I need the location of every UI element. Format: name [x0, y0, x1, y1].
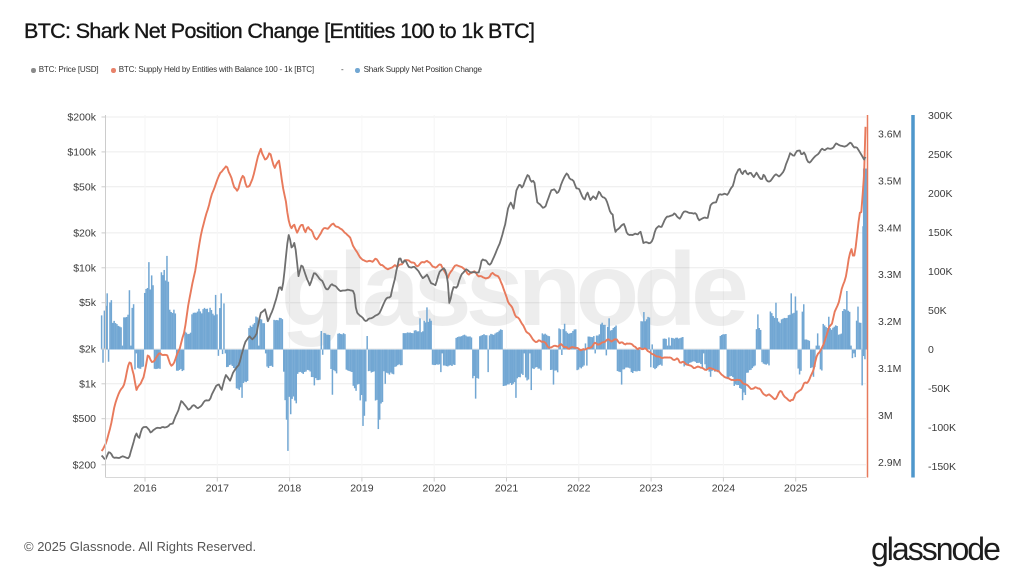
- svg-text:glassnode: glassnode: [281, 232, 746, 348]
- svg-text:$20k: $20k: [73, 227, 97, 239]
- svg-text:2016: 2016: [133, 483, 157, 495]
- svg-text:-150K: -150K: [928, 461, 956, 473]
- svg-text:-100K: -100K: [928, 422, 956, 434]
- svg-text:2020: 2020: [423, 483, 447, 495]
- svg-text:$200: $200: [73, 459, 97, 471]
- svg-text:3.5M: 3.5M: [878, 175, 901, 187]
- svg-text:3.1M: 3.1M: [878, 363, 901, 375]
- svg-text:3.4M: 3.4M: [878, 222, 901, 234]
- svg-text:300K: 300K: [928, 110, 953, 122]
- svg-text:2025: 2025: [784, 483, 808, 495]
- svg-text:2019: 2019: [350, 483, 374, 495]
- svg-text:150K: 150K: [928, 227, 953, 239]
- svg-text:2024: 2024: [712, 483, 736, 495]
- svg-text:0: 0: [928, 344, 934, 356]
- svg-text:$1k: $1k: [79, 378, 97, 390]
- svg-text:3M: 3M: [878, 410, 893, 422]
- svg-text:3.6M: 3.6M: [878, 129, 901, 141]
- svg-text:2021: 2021: [495, 483, 519, 495]
- svg-text:2018: 2018: [278, 483, 302, 495]
- svg-text:3.2M: 3.2M: [878, 316, 901, 328]
- svg-text:$10k: $10k: [73, 262, 97, 274]
- svg-text:100K: 100K: [928, 266, 953, 278]
- svg-text:$50k: $50k: [73, 181, 97, 193]
- svg-text:$500: $500: [73, 413, 97, 425]
- svg-text:50K: 50K: [928, 305, 947, 317]
- svg-text:$100k: $100k: [67, 146, 96, 158]
- svg-text:$200k: $200k: [67, 112, 96, 124]
- svg-text:200K: 200K: [928, 188, 953, 200]
- svg-text:250K: 250K: [928, 149, 953, 161]
- svg-text:$5k: $5k: [79, 297, 97, 309]
- svg-text:2022: 2022: [567, 483, 591, 495]
- svg-text:2.9M: 2.9M: [878, 457, 901, 469]
- svg-text:3.3M: 3.3M: [878, 269, 901, 281]
- svg-text:2023: 2023: [639, 483, 663, 495]
- svg-text:2017: 2017: [206, 483, 230, 495]
- svg-text:$2k: $2k: [79, 343, 97, 355]
- svg-text:-50K: -50K: [928, 383, 950, 395]
